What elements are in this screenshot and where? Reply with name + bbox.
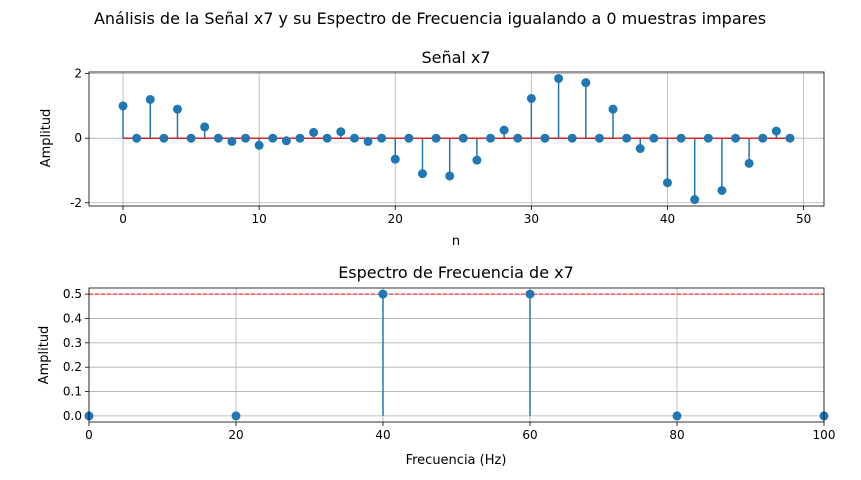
signal-point [281,136,291,146]
spectrum-ytick-label: 0.5 [63,287,82,301]
signal-xtick-label: 0 [119,212,127,226]
signal-point [662,178,672,188]
signal-point [758,133,768,143]
signal-point [227,136,237,146]
spectrum-xtick-label: 20 [228,428,243,442]
spectrum-point [672,411,682,421]
signal-point [472,155,482,165]
spectrum-axes-frame [88,287,825,423]
chart-spectrum: Espectro de Frecuencia de x7 Frecuencia … [37,263,835,468]
signal-point [744,158,754,168]
signal-point [771,126,781,136]
signal-point [145,94,155,104]
signal-point [159,133,169,143]
signal-point [703,133,713,143]
signal-point [241,133,251,143]
signal-xtick-label: 50 [796,212,811,226]
spectrum-xtick-label: 40 [375,428,390,442]
signal-xtick-label: 30 [524,212,539,226]
signal-point [649,133,659,143]
signal-point [172,104,182,114]
spectrum-xtick-label: 80 [669,428,684,442]
signal-point [785,133,795,143]
spectrum-point [525,289,535,299]
signal-point [690,195,700,205]
signal-point [417,169,427,179]
signal-ytick-label: 0 [74,131,82,145]
spectrum-xtick-label: 0 [85,428,93,442]
signal-point [390,154,400,164]
chart-spectrum-ylabel: Amplitud [37,326,52,385]
signal-point [322,133,332,143]
signal-point [554,73,564,83]
signal-point [200,122,210,132]
signal-point [486,133,496,143]
spectrum-point [231,411,241,421]
signal-point [635,144,645,154]
signal-point [377,133,387,143]
chart-signal-title: Señal x7 [421,48,490,67]
signal-point [731,133,741,143]
signal-point [622,133,632,143]
signal-point [594,133,604,143]
signal-point [336,127,346,137]
spectrum-ytick-label: 0.2 [63,360,82,374]
chart-signal-ylabel: Amplitud [39,109,54,168]
signal-point [431,133,441,143]
signal-axes-frame [88,71,825,207]
signal-point [608,104,618,114]
signal-point [540,133,550,143]
spectrum-xtick-label: 100 [813,428,836,442]
spectrum-ytick-label: 0.4 [63,311,82,325]
signal-ytick-label: -2 [70,196,82,210]
spectrum-ytick-label: 0.0 [63,409,82,423]
signal-point [581,78,591,88]
signal-point [445,171,455,181]
signal-xtick-label: 20 [388,212,403,226]
signal-point [132,133,142,143]
spectrum-xtick-label: 60 [522,428,537,442]
signal-point [404,133,414,143]
signal-point [309,127,319,137]
chart-signal-xlabel: n [452,234,460,249]
figure-suptitle: Análisis de la Señal x7 y su Espectro de… [94,9,766,28]
signal-xtick-label: 40 [660,212,675,226]
signal-point [526,93,536,103]
spectrum-ytick-label: 0.1 [63,385,82,399]
spectrum-ytick-label: 0.3 [63,336,82,350]
signal-point [676,133,686,143]
signal-ytick-label: 2 [74,67,82,81]
chart-signal: Señal x7 n Amplitud 0 10 20 30 40 50 -2 0 2 [39,48,825,249]
signal-point [363,136,373,146]
signal-xtick-label: 10 [251,212,266,226]
chart-spectrum-xlabel: Frecuencia (Hz) [406,453,507,468]
signal-point [349,133,359,143]
signal-point [513,133,523,143]
signal-point [213,133,223,143]
spectrum-point [378,289,388,299]
signal-point [254,140,264,150]
signal-point [118,101,128,111]
signal-point [186,133,196,143]
chart-spectrum-title: Espectro de Frecuencia de x7 [338,263,574,282]
signal-point [268,133,278,143]
signal-point [567,133,577,143]
signal-point [295,133,305,143]
signal-point [499,125,509,135]
signal-point [458,133,468,143]
signal-point [717,186,727,196]
